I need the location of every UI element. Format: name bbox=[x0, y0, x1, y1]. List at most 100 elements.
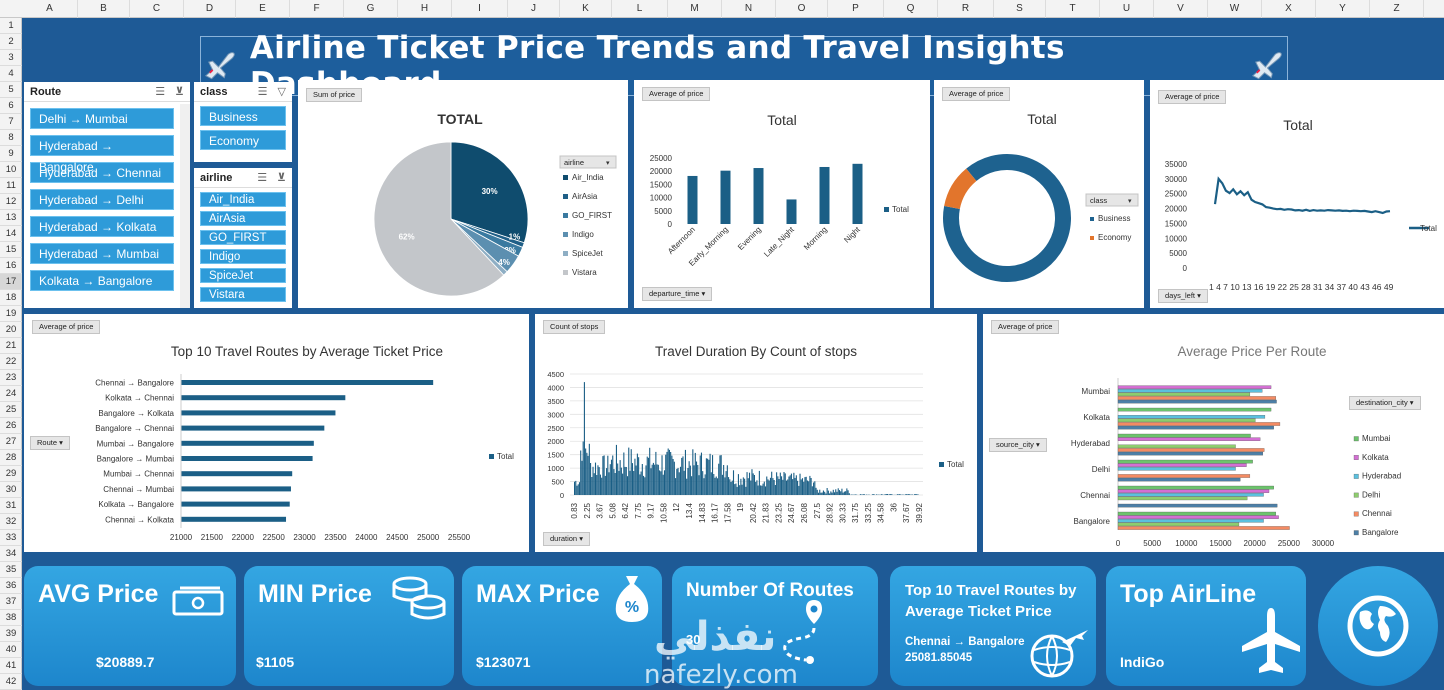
histogram-bar[interactable] bbox=[783, 472, 785, 495]
histogram-bar[interactable] bbox=[760, 485, 762, 495]
histogram-bar[interactable] bbox=[803, 481, 805, 495]
bar[interactable] bbox=[1117, 526, 1290, 530]
dropdown-arrow-icon[interactable]: ▾ bbox=[606, 160, 610, 167]
column-header-b[interactable]: B bbox=[78, 0, 130, 18]
histogram-bar[interactable] bbox=[625, 467, 627, 495]
histogram-bar[interactable] bbox=[574, 481, 576, 495]
row-header-21[interactable]: 21 bbox=[0, 338, 22, 354]
histogram-bar[interactable] bbox=[604, 475, 606, 495]
histogram-bar[interactable] bbox=[768, 480, 770, 496]
bar[interactable] bbox=[1117, 433, 1251, 438]
histogram-bar[interactable] bbox=[606, 468, 608, 495]
histogram-bar[interactable] bbox=[833, 492, 836, 495]
histogram-bar[interactable] bbox=[744, 478, 746, 495]
bar[interactable] bbox=[1117, 451, 1264, 456]
histogram-bar[interactable] bbox=[666, 451, 668, 495]
histogram-bar[interactable] bbox=[885, 494, 887, 495]
histogram-bar[interactable] bbox=[832, 489, 834, 495]
class-slicer-item[interactable]: Economy bbox=[200, 130, 286, 150]
histogram-bar[interactable] bbox=[671, 455, 673, 495]
histogram-bar[interactable] bbox=[633, 471, 635, 495]
histogram-bar[interactable] bbox=[797, 480, 799, 495]
histogram-bar[interactable] bbox=[842, 492, 844, 495]
row-header-3[interactable]: 3 bbox=[0, 50, 22, 66]
donut-segment[interactable] bbox=[943, 154, 1071, 282]
histogram-bar[interactable] bbox=[873, 494, 875, 495]
histogram-bar[interactable] bbox=[659, 470, 661, 495]
class-slicer-item[interactable]: Business bbox=[200, 106, 286, 126]
histogram-bar[interactable] bbox=[767, 479, 769, 495]
histogram-bar[interactable] bbox=[601, 477, 603, 495]
histogram-bar[interactable] bbox=[618, 470, 620, 495]
filter-icon[interactable]: ▽ bbox=[277, 86, 286, 98]
histogram-bar[interactable] bbox=[661, 455, 663, 495]
airline-slicer-item[interactable]: SpiceJet bbox=[200, 268, 286, 283]
column-header-v[interactable]: V bbox=[1154, 0, 1208, 18]
histogram-bar[interactable] bbox=[815, 487, 817, 495]
histogram-bar[interactable] bbox=[789, 475, 791, 495]
histogram-bar[interactable] bbox=[911, 494, 913, 495]
histogram-bar[interactable] bbox=[714, 477, 716, 495]
bar[interactable] bbox=[1117, 522, 1240, 527]
histogram-bar[interactable] bbox=[634, 458, 636, 495]
histogram-bar[interactable] bbox=[641, 464, 643, 495]
bar[interactable] bbox=[1117, 422, 1281, 426]
histogram-bar[interactable] bbox=[788, 476, 790, 496]
airline-slicer-item[interactable]: Indigo bbox=[200, 249, 286, 264]
legend-entry[interactable]: Total bbox=[497, 452, 514, 461]
histogram-bar[interactable] bbox=[587, 455, 589, 495]
histogram-bar[interactable] bbox=[799, 473, 801, 495]
field-button[interactable]: Average of price bbox=[991, 320, 1060, 334]
histogram-bar[interactable] bbox=[693, 465, 695, 495]
histogram-bar[interactable] bbox=[748, 472, 751, 495]
row-header-33[interactable]: 33 bbox=[0, 530, 22, 546]
row-header-18[interactable]: 18 bbox=[0, 290, 22, 306]
histogram-bar[interactable] bbox=[617, 463, 619, 496]
histogram-bar[interactable] bbox=[713, 474, 715, 495]
legend-entry[interactable]: Delhi bbox=[1362, 490, 1380, 499]
histogram-bar[interactable] bbox=[638, 457, 640, 495]
histogram-bar[interactable] bbox=[809, 475, 811, 495]
histogram-bar[interactable] bbox=[602, 456, 604, 495]
histogram-bar[interactable] bbox=[784, 473, 786, 495]
histogram-bar[interactable] bbox=[875, 494, 877, 495]
histogram-bar[interactable] bbox=[862, 494, 864, 495]
histogram-bar[interactable] bbox=[745, 486, 747, 495]
histogram-bars[interactable] bbox=[574, 382, 919, 495]
histogram-bar[interactable] bbox=[610, 459, 613, 495]
pie-slice[interactable] bbox=[450, 141, 529, 244]
bar[interactable] bbox=[753, 168, 764, 224]
axis-field-button[interactable]: departure_time ▾ bbox=[642, 287, 713, 301]
column-header-f[interactable]: F bbox=[290, 0, 344, 18]
histogram-bar[interactable] bbox=[698, 475, 700, 495]
histogram-bar[interactable] bbox=[588, 443, 590, 495]
histogram-bar[interactable] bbox=[766, 476, 768, 496]
bar[interactable] bbox=[181, 516, 287, 522]
route-slicer-item[interactable]: Kolkata → Bangalore bbox=[30, 270, 174, 291]
row-header-11[interactable]: 11 bbox=[0, 178, 22, 194]
histogram-bar[interactable] bbox=[687, 468, 689, 495]
axis-field-button[interactable]: source_city ▾ bbox=[989, 438, 1047, 452]
histogram-bar[interactable] bbox=[716, 478, 719, 495]
multi-select-icon[interactable]: ☰ bbox=[155, 86, 166, 98]
histogram-bar[interactable] bbox=[769, 477, 772, 495]
bar[interactable] bbox=[1117, 448, 1265, 452]
histogram-bar[interactable] bbox=[824, 491, 826, 495]
clear-filter-icon[interactable]: ⊻ bbox=[277, 172, 286, 184]
histogram-bar[interactable] bbox=[583, 382, 585, 495]
column-header-o[interactable]: O bbox=[776, 0, 828, 18]
histogram-bar[interactable] bbox=[826, 488, 828, 495]
row-header-32[interactable]: 32 bbox=[0, 514, 22, 530]
histogram-bar[interactable] bbox=[801, 478, 804, 495]
bar[interactable] bbox=[1117, 444, 1236, 449]
class-slicer[interactable]: class ☰ ▽ Business Economy bbox=[194, 82, 292, 162]
histogram-bar[interactable] bbox=[718, 463, 720, 495]
histogram-bar[interactable] bbox=[694, 452, 696, 495]
histogram-bar[interactable] bbox=[591, 477, 593, 495]
legend-entry[interactable]: Business bbox=[1098, 214, 1130, 223]
histogram-bar[interactable] bbox=[830, 491, 832, 495]
histogram-bar[interactable] bbox=[697, 465, 699, 495]
bar[interactable] bbox=[1117, 519, 1264, 523]
histogram-bar[interactable] bbox=[861, 494, 863, 496]
histogram-bar[interactable] bbox=[607, 455, 609, 495]
